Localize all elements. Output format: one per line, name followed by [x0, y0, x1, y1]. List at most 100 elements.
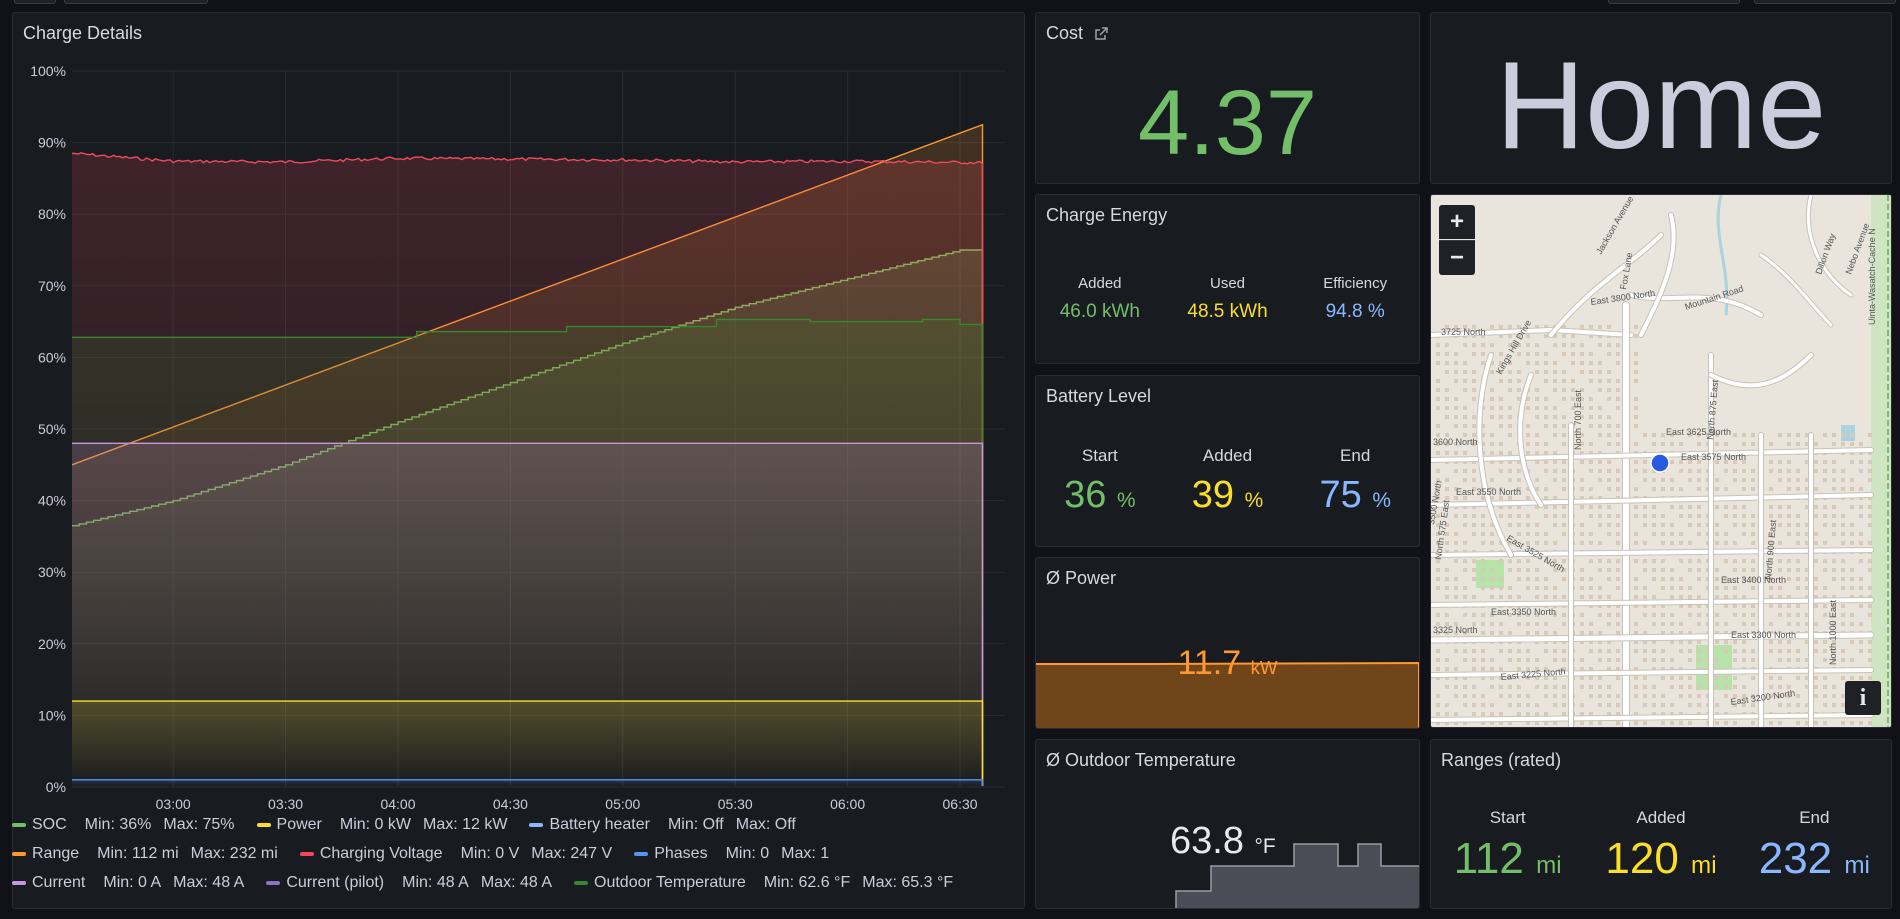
- building: [1436, 397, 1440, 401]
- building: [1580, 685, 1584, 689]
- building: [1499, 379, 1503, 383]
- location-map[interactable]: 3725 North East 3800 North Mountain Road Ja…: [1430, 194, 1892, 728]
- building: [1526, 424, 1530, 428]
- building: [1562, 334, 1566, 338]
- building: [1778, 595, 1782, 599]
- building: [1499, 451, 1503, 455]
- building: [1526, 343, 1530, 347]
- building: [1472, 433, 1476, 437]
- building: [1616, 514, 1620, 518]
- zoom-in-button[interactable]: +: [1439, 205, 1475, 239]
- building: [1535, 721, 1539, 725]
- series-area: [72, 701, 983, 787]
- series-line[interactable]: [72, 779, 984, 786]
- building: [1607, 397, 1611, 401]
- building: [1499, 460, 1503, 464]
- legend-item[interactable]: Battery heater Min: Off Max: Off: [529, 816, 796, 834]
- building: [1598, 685, 1602, 689]
- info-button[interactable]: i: [1845, 681, 1881, 715]
- series-line[interactable]: [72, 442, 984, 786]
- building: [1463, 325, 1467, 329]
- building: [1598, 505, 1602, 509]
- building: [1841, 478, 1845, 482]
- building: [1823, 685, 1827, 689]
- building: [1526, 631, 1530, 635]
- building: [1499, 334, 1503, 338]
- building: [1571, 334, 1575, 338]
- building: [1481, 721, 1485, 725]
- top-button-stub[interactable]: [64, 0, 208, 4]
- series-line[interactable]: [72, 318, 984, 786]
- legend-item[interactable]: Phases Min: 0 Max: 1: [634, 845, 829, 863]
- building: [1814, 640, 1818, 644]
- building: [1616, 577, 1620, 581]
- building: [1868, 523, 1872, 527]
- legend-max: Max: 1: [781, 844, 830, 862]
- building: [1436, 667, 1440, 671]
- building: [1733, 478, 1737, 482]
- building: [1688, 541, 1692, 545]
- building: [1823, 514, 1827, 518]
- legend-item[interactable]: Current (pilot) Min: 48 A Max: 48 A: [266, 874, 552, 892]
- building: [1787, 469, 1791, 473]
- building: [1490, 676, 1494, 680]
- building: [1670, 676, 1674, 680]
- building: [1805, 532, 1809, 536]
- building: [1742, 478, 1746, 482]
- building: [1436, 343, 1440, 347]
- top-button-stub[interactable]: [1754, 0, 1896, 4]
- building: [1535, 451, 1539, 455]
- building: [1508, 496, 1512, 500]
- building: [1769, 505, 1773, 509]
- building: [1490, 703, 1494, 707]
- top-button-stub[interactable]: [14, 0, 56, 4]
- legend-item[interactable]: Outdoor Temperature Min: 62.6 °F Max: 65.3…: [574, 874, 953, 892]
- building: [1670, 442, 1674, 446]
- zoom-out-button[interactable]: −: [1439, 240, 1475, 275]
- legend-item[interactable]: Power Min: 0 kW Max: 12 kW: [256, 816, 507, 834]
- location-value: Home: [1495, 37, 1827, 175]
- building: [1742, 568, 1746, 572]
- building: [1499, 370, 1503, 374]
- building: [1823, 433, 1827, 437]
- building: [1544, 631, 1548, 635]
- building: [1814, 460, 1818, 464]
- series-line[interactable]: [72, 700, 984, 786]
- top-button-stub[interactable]: [1608, 0, 1740, 4]
- panel-title: Cost: [1046, 23, 1084, 43]
- added-battery: 39 %: [1191, 474, 1264, 516]
- external-link-icon[interactable]: [1093, 26, 1109, 42]
- series-line[interactable]: [71, 152, 984, 786]
- building: [1526, 352, 1530, 356]
- building: [1517, 334, 1521, 338]
- building: [1436, 532, 1440, 536]
- legend-item[interactable]: Range Min: 112 mi Max: 232 mi: [12, 845, 278, 863]
- building: [1742, 442, 1746, 446]
- building: [1454, 541, 1458, 545]
- building: [1850, 595, 1854, 599]
- building: [1688, 469, 1692, 473]
- building: [1481, 424, 1485, 428]
- building: [1715, 523, 1719, 527]
- charge-details-chart[interactable]: 0% 10% 20% 30% 40% 50% 60% 70% 80% 90% 100% 03:00 03…: [13, 13, 1025, 813]
- building: [1526, 694, 1530, 698]
- building: [1652, 703, 1656, 707]
- building: [1589, 415, 1593, 419]
- building: [1634, 712, 1638, 716]
- building: [1643, 676, 1647, 680]
- building: [1724, 586, 1728, 590]
- legend-item[interactable]: Charging Voltage Min: 0 V Max: 247 V: [299, 845, 612, 863]
- building: [1535, 532, 1539, 536]
- building: [1670, 532, 1674, 536]
- location-marker[interactable]: [1650, 453, 1670, 473]
- building: [1652, 523, 1656, 527]
- building: [1823, 568, 1827, 572]
- building: [1850, 586, 1854, 590]
- building: [1724, 640, 1728, 644]
- legend-item[interactable]: SOC Min: 36% Max: 75%: [12, 816, 235, 834]
- building: [1526, 649, 1530, 653]
- legend-item[interactable]: Current Min: 0 A Max: 48 A: [12, 874, 244, 892]
- building: [1607, 433, 1611, 437]
- building: [1751, 478, 1755, 482]
